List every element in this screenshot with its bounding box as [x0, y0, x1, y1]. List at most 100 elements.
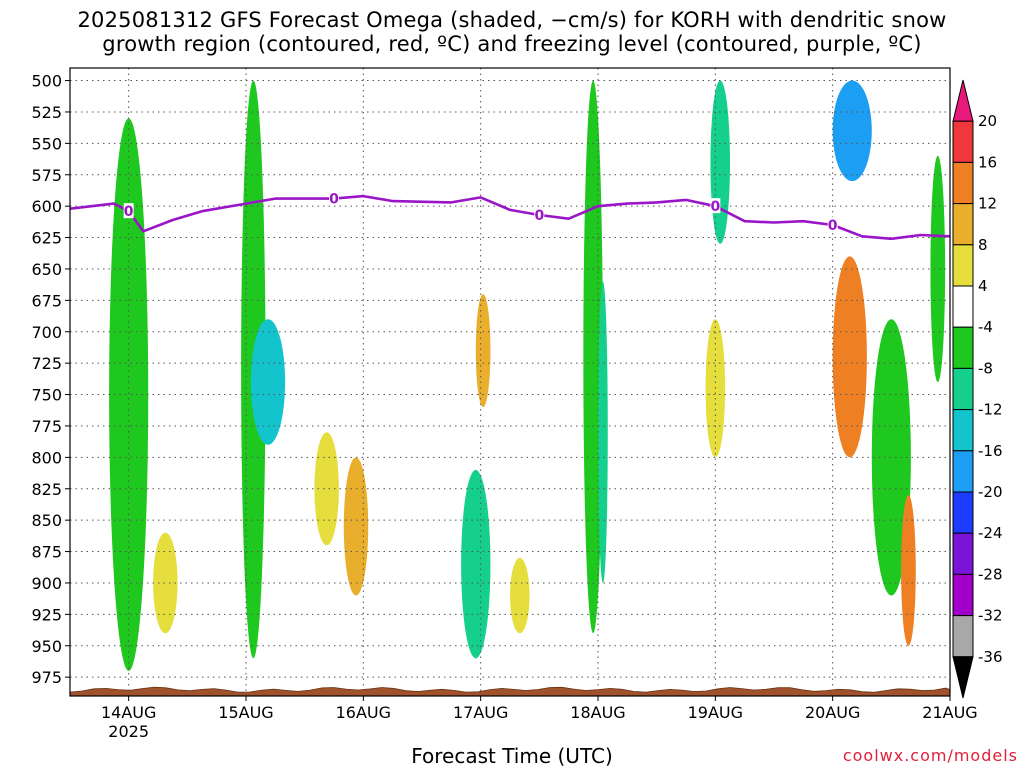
chart-title-line-1: 2025081312 GFS Forecast Omega (shaded, −…	[77, 8, 947, 32]
y-tick-label-900: 900	[31, 574, 62, 593]
freezing-label-bg-2	[534, 206, 545, 222]
y-tick-label-575: 575	[31, 166, 62, 185]
terrain-fill	[70, 686, 950, 696]
colorbar-label-3: 8	[978, 236, 988, 254]
colorbar-label-13: -36	[978, 648, 1003, 666]
y-axis: 500 525 550 575 600 625 650 675 700 725 750 775 800 8…	[31, 72, 70, 687]
colorbar-label-5: -4	[978, 318, 993, 336]
y-tick-label-775: 775	[31, 417, 62, 436]
colorbar-bin-14	[952, 656, 974, 699]
colorbar-bin-1	[952, 120, 974, 163]
y-tick-label-875: 875	[31, 543, 62, 562]
omega-region-10	[510, 557, 530, 634]
omega-region-16	[832, 256, 867, 458]
y-tick-label-600: 600	[31, 197, 62, 216]
x-tick-label-21AUG: 21AUG	[922, 703, 977, 722]
colorbar-bin-9	[952, 450, 974, 493]
colorbar-label-6: -8	[978, 359, 993, 377]
freezing-level-label-4: 0	[828, 218, 838, 234]
omega-region-15	[832, 80, 872, 182]
freezing-label-bg-1	[329, 190, 339, 206]
omega-region-11	[583, 80, 603, 634]
y-tick-label-675: 675	[31, 291, 62, 310]
omega-region-17	[871, 319, 911, 596]
colorbar-bin-6	[952, 326, 974, 369]
y-tick-label-725: 725	[31, 354, 62, 373]
omega-region-18	[901, 495, 916, 646]
x-tick-label-19AUG: 19AUG	[688, 703, 743, 722]
colorbar-bin-7	[952, 367, 974, 411]
omega-region-9	[475, 294, 491, 408]
freezing-level-label-1: 0	[329, 192, 339, 208]
omega-region-19	[930, 155, 946, 382]
colorbar: 20 16 12 8 4 -4 -8 -12 -16 -20 -24 -28 -32 -36	[952, 79, 1003, 699]
chart-title: 2025081312 GFS Forecast Omega (shaded, −…	[0, 8, 1024, 56]
y-tick-label-975: 975	[31, 668, 62, 687]
colorbar-label-10: -24	[978, 524, 1003, 542]
colorbar-bin-0	[952, 79, 974, 122]
y-tick-label-525: 525	[31, 103, 62, 122]
y-tick-label-750: 750	[31, 386, 62, 405]
y-tick-label-650: 650	[31, 260, 62, 279]
colorbar-label-2: 12	[978, 195, 997, 213]
colorbar-bin-8	[952, 409, 974, 452]
colorbar-label-4: 4	[978, 277, 988, 295]
colorbar-label-9: -20	[978, 483, 1003, 501]
y-tick-label-925: 925	[31, 605, 62, 624]
plot-frame	[69, 67, 951, 697]
grid-lines	[70, 68, 950, 696]
colorbar-bin-10	[952, 491, 974, 534]
x-axis-label: Forecast Time (UTC)	[411, 744, 613, 768]
x-tick-label-16AUG: 16AUG	[336, 703, 391, 722]
x-tick-label-20AUG: 20AUG	[805, 703, 860, 722]
omega-region-6	[314, 432, 339, 546]
freezing-label-bg-4	[827, 217, 838, 232]
x-tick-label-17AUG: 17AUG	[453, 703, 508, 722]
freezing-level-label-2: 0	[534, 208, 544, 224]
y-tick-label-825: 825	[31, 480, 62, 499]
y-tick-label-850: 850	[31, 511, 62, 530]
colorbar-label-0: 20	[978, 112, 997, 130]
colorbar-bin-2	[952, 161, 974, 205]
colorbar-label-1: 16	[978, 153, 997, 171]
freezing-label-bg-3	[710, 198, 721, 214]
colorbar-label-12: -32	[978, 607, 1003, 625]
x-tick-label-14AUG: 14AUG	[101, 703, 156, 722]
credit-link[interactable]: coolwx.com/models	[842, 746, 1018, 765]
omega-region-2	[109, 118, 149, 671]
freezing-label-bg-0	[123, 203, 134, 219]
colorbar-label-8: -16	[978, 442, 1003, 460]
freezing-level-label-0: 0	[124, 204, 134, 220]
colorbar-bin-5	[952, 285, 974, 328]
x-tick-sublabel-2025: 2025	[108, 722, 149, 741]
terrain-surface	[70, 686, 950, 696]
omega-region-13	[710, 80, 730, 244]
colorbar-bin-3	[952, 203, 974, 246]
y-tick-label-625: 625	[31, 229, 62, 248]
y-tick-label-550: 550	[31, 134, 62, 153]
omega-shading	[109, 80, 946, 671]
colorbar-label-7: -12	[978, 401, 1003, 419]
x-tick-label-15AUG: 15AUG	[218, 703, 273, 722]
freezing-level-contour: 0 0 0 0 0	[70, 190, 950, 241]
omega-region-5	[250, 319, 286, 445]
colorbar-bin-13	[952, 615, 974, 658]
colorbar-label-11: -28	[978, 565, 1003, 583]
omega-region-7	[343, 457, 369, 596]
y-tick-label-500: 500	[31, 72, 62, 91]
omega-region-12	[598, 281, 608, 583]
omega-region-3	[153, 532, 178, 634]
y-tick-label-950: 950	[31, 637, 62, 656]
colorbar-bin-4	[952, 244, 974, 287]
chart-title-line-2: growth region (contoured, red, ºC) and f…	[102, 32, 922, 56]
freezing-level-label-3: 0	[710, 199, 720, 215]
y-tick-label-800: 800	[31, 448, 62, 467]
plot-background	[70, 68, 950, 696]
omega-region-8	[461, 469, 491, 659]
colorbar-bin-12	[952, 573, 974, 617]
x-tick-label-18AUG: 18AUG	[570, 703, 625, 722]
y-tick-label-700: 700	[31, 323, 62, 342]
colorbar-bin-11	[952, 532, 974, 575]
